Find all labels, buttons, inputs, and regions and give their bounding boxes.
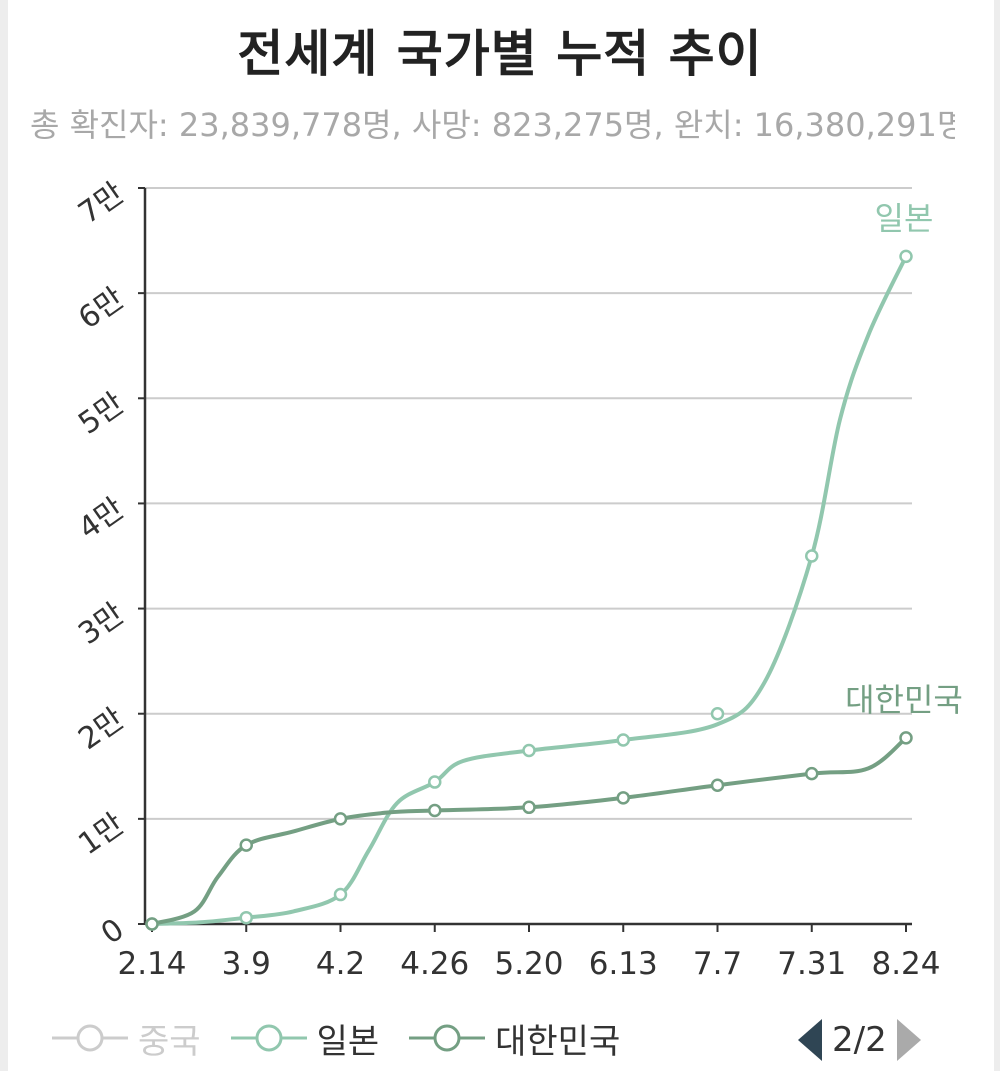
x-tick-label: 4.26 bbox=[400, 946, 469, 982]
legend-circle bbox=[76, 1024, 104, 1052]
series-lines bbox=[151, 255, 908, 926]
x-tick-label: 6.13 bbox=[589, 946, 658, 982]
chart-title: 전세계 국가별 누적 추이 bbox=[237, 25, 763, 83]
legend-item-china[interactable]: 중국 bbox=[50, 1014, 201, 1063]
y-tick-label: 1만 bbox=[72, 807, 130, 862]
y-tick-label: 2만 bbox=[72, 702, 130, 757]
legend-label-china: 중국 bbox=[138, 1021, 201, 1062]
x-tick-label: 8.24 bbox=[871, 946, 940, 982]
data-point bbox=[428, 803, 442, 818]
series-end-label: 일본 bbox=[875, 199, 934, 237]
legend-circle bbox=[255, 1024, 283, 1052]
y-tick-label: 4만 bbox=[72, 491, 130, 546]
x-tick-label: 2.14 bbox=[117, 946, 186, 982]
y-tick-label: 5만 bbox=[72, 386, 130, 441]
x-tick-label: 3.9 bbox=[222, 946, 271, 982]
data-point bbox=[805, 549, 819, 563]
data-point bbox=[239, 838, 253, 852]
data-point bbox=[333, 812, 348, 826]
data-point bbox=[333, 887, 348, 902]
x-tick-label: 7.31 bbox=[777, 946, 846, 982]
data-point bbox=[522, 800, 536, 815]
y-tick-label: 7만 bbox=[72, 176, 130, 231]
data-point bbox=[616, 791, 630, 805]
x-tick-label: 5.20 bbox=[494, 946, 563, 982]
legend-item-japan[interactable]: 일본 bbox=[229, 1014, 380, 1063]
series-line bbox=[151, 736, 908, 926]
legend-pager: 2/2 bbox=[798, 1013, 921, 1067]
x-tick-label: 4.2 bbox=[316, 946, 365, 982]
legend-line-icon bbox=[52, 1024, 128, 1052]
data-point bbox=[710, 778, 725, 792]
right-frame bbox=[994, 0, 1000, 1071]
legend-label-japan: 일본 bbox=[316, 1021, 380, 1062]
data-point bbox=[805, 766, 819, 781]
legend-circle bbox=[433, 1024, 461, 1052]
x-axis: 2.14 3.9 4.2 4.26 5.20 6.13 7.7 7.31 8.24 bbox=[117, 922, 941, 982]
data-point bbox=[710, 706, 725, 721]
next-page-arrow-icon[interactable] bbox=[896, 1019, 921, 1061]
legend: 중국 일본 대한민국 bbox=[50, 1008, 648, 1068]
y-tick-label: 3만 bbox=[72, 596, 130, 651]
page-indicator: 2/2 bbox=[832, 1020, 887, 1060]
legend-label-korea: 대한민국 bbox=[495, 1021, 621, 1062]
chart-subtitle: 총 확진자: 23,839,778명, 사망: 823,275명, 완치: 16… bbox=[30, 106, 955, 144]
data-point bbox=[428, 775, 442, 789]
series-line bbox=[151, 255, 908, 926]
data-point bbox=[145, 917, 159, 931]
data-point bbox=[899, 731, 913, 745]
series-markers bbox=[145, 249, 913, 931]
data-point bbox=[899, 249, 913, 264]
legend-item-korea[interactable]: 대한민국 bbox=[407, 1014, 620, 1063]
x-tick-label: 7.7 bbox=[693, 946, 742, 982]
y-tick-label: 6만 bbox=[72, 281, 130, 336]
legend-line-icon bbox=[409, 1024, 486, 1052]
legend-line-icon bbox=[230, 1024, 307, 1052]
prev-page-arrow-icon[interactable] bbox=[798, 1019, 822, 1061]
series-end-label: 대한민국 bbox=[845, 681, 963, 719]
left-frame bbox=[0, 0, 8, 1071]
data-point bbox=[239, 910, 253, 925]
data-point bbox=[616, 733, 630, 747]
y-grid bbox=[145, 187, 912, 820]
data-point bbox=[522, 743, 536, 758]
